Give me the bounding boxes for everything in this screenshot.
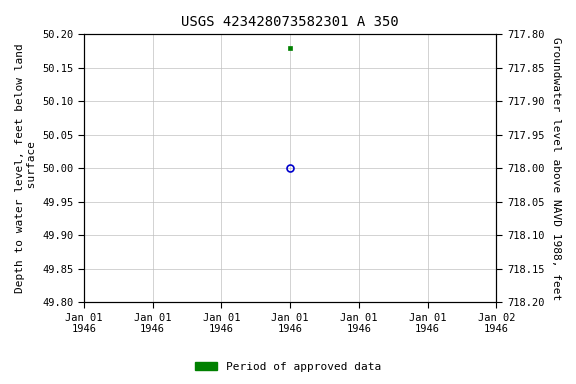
Title: USGS 423428073582301 A 350: USGS 423428073582301 A 350 — [181, 15, 399, 29]
Y-axis label: Depth to water level, feet below land
 surface: Depth to water level, feet below land su… — [15, 43, 37, 293]
Legend: Period of approved data: Period of approved data — [191, 358, 385, 377]
Y-axis label: Groundwater level above NAVD 1988, feet: Groundwater level above NAVD 1988, feet — [551, 37, 561, 300]
